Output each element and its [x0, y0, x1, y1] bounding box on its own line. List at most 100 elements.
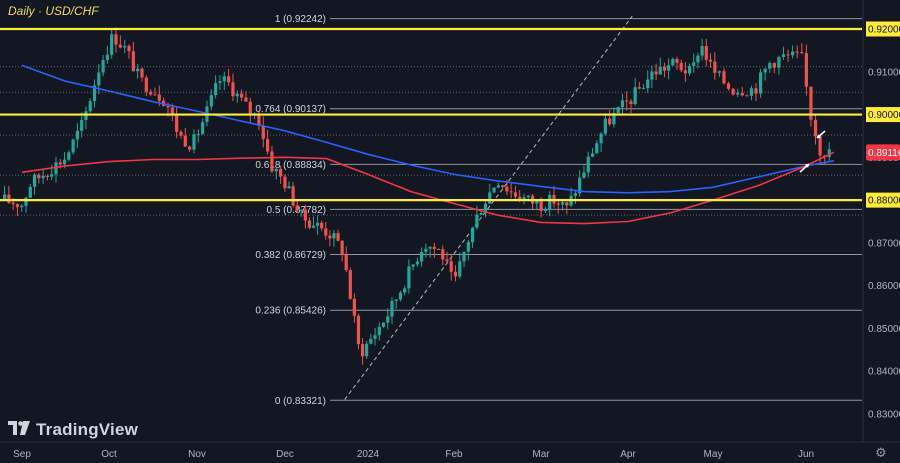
candle-body [462, 251, 466, 262]
fib-level-label: 0 (0.83321) [275, 396, 326, 407]
candle-body [7, 194, 11, 203]
candle-body [777, 57, 781, 68]
candle-body [214, 83, 218, 96]
candle-body [183, 135, 187, 147]
candle-body [170, 107, 174, 115]
candle-body [768, 63, 772, 69]
candle-body [67, 152, 71, 160]
candle-body [763, 68, 767, 73]
time-axis[interactable]: Sep Oct Nov Dec 2024 Feb Mar Apr May Jun [0, 441, 900, 460]
candle-body [560, 202, 565, 205]
candle-body [394, 299, 398, 301]
candle-body [786, 54, 790, 56]
candle-body [641, 88, 646, 90]
candle-body [813, 119, 818, 137]
candle-body [398, 292, 403, 300]
moving-averages [21, 64, 835, 225]
arrow-head [817, 134, 821, 138]
candle-body [369, 338, 373, 344]
time-tick-label: Nov [188, 449, 206, 460]
chart-title: Daily · USD/CHF [8, 4, 99, 18]
candle-body [352, 298, 356, 316]
candle-body [492, 187, 496, 193]
candle-body [696, 55, 700, 63]
candle-body [299, 209, 303, 211]
candle-body [131, 51, 135, 72]
candle-body [687, 65, 692, 74]
candle-body [316, 222, 320, 226]
time-tick-label: Apr [620, 449, 636, 460]
candle-body [471, 227, 475, 243]
candle-body [420, 251, 424, 262]
gear-icon[interactable]: ⚙ [875, 445, 887, 460]
candle-body [37, 174, 41, 179]
candle-body [127, 45, 131, 52]
candle-body [279, 168, 283, 177]
time-tick-label: 2024 [357, 449, 380, 460]
candle-body [535, 200, 539, 204]
time-tick-label: Jun [798, 449, 814, 460]
key-levels [0, 27, 862, 202]
candle-body [599, 133, 603, 144]
candle-body [175, 114, 179, 132]
candle-body [227, 76, 231, 83]
candle-body [62, 159, 67, 165]
candle-body [377, 326, 381, 336]
candle-body [295, 205, 299, 211]
candle-body [307, 220, 312, 228]
candle-body [15, 204, 20, 208]
candle-body [445, 259, 449, 262]
candle-body [157, 94, 161, 101]
candle-body [75, 130, 79, 140]
candle-body [483, 203, 488, 214]
candle-body [240, 93, 244, 98]
candle-body [201, 122, 205, 135]
fib-level-label: 0.382 (0.86729) [255, 250, 326, 261]
candle-body [336, 233, 340, 241]
candle-body [324, 228, 328, 236]
candle-body [114, 34, 118, 45]
candle-body [578, 177, 582, 194]
candle-body [332, 233, 336, 239]
candle-body [136, 68, 140, 72]
candle-body [153, 94, 157, 96]
candle-body [726, 83, 731, 89]
fib-level-label: 0.236 (0.85426) [255, 306, 326, 317]
brand[interactable]: TradingView [8, 420, 138, 440]
candle-body [539, 200, 543, 211]
last-price-badge [866, 144, 900, 161]
candle-body [713, 61, 717, 73]
candle-body [809, 86, 813, 120]
candle-body [45, 175, 50, 177]
moving-average-blue [21, 64, 835, 194]
candle-body [248, 101, 252, 114]
candle-body [192, 134, 196, 150]
price-tick-highlight [866, 192, 900, 208]
time-tick-label: Feb [445, 449, 463, 460]
candle-body [311, 225, 316, 228]
candle-body [633, 87, 637, 105]
candle-body [565, 202, 569, 206]
candle-body [287, 186, 291, 189]
candle-body [449, 261, 453, 272]
fib-level-label: 0.618 (0.88834) [255, 160, 326, 171]
candle-body [415, 261, 419, 265]
time-tick-label: Mar [532, 449, 550, 460]
candle-body [466, 242, 470, 252]
candle-body [71, 139, 75, 153]
candle-body [179, 131, 183, 136]
trend-line [344, 15, 633, 400]
price-axis[interactable]: 0.920000.910000.900000.890000.880000.870… [862, 0, 900, 442]
last-price-label: 0.89116 [868, 148, 900, 159]
candle-body [704, 46, 708, 60]
candle-body [97, 72, 101, 86]
candle-body [646, 79, 650, 89]
candle-body [526, 195, 530, 198]
moving-average-red [21, 151, 835, 225]
candle-body [749, 88, 754, 96]
candle-body [781, 54, 786, 58]
